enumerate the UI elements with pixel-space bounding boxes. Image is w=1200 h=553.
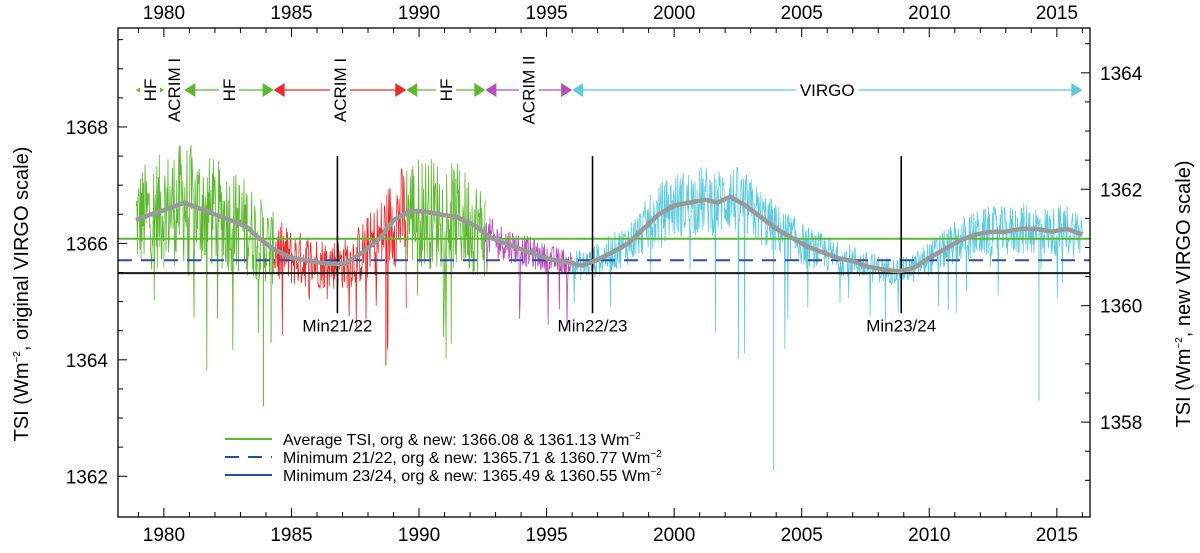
instrument-arrow-end-2: [262, 83, 274, 97]
legend-label-min2122-text: Minimum 21/22, org & new: 1365.71 & 1360…: [283, 450, 650, 467]
instrument-label-0: HF: [141, 79, 160, 102]
daily-tsi-series: [135, 145, 1083, 471]
instrument-label-bg-4: [435, 79, 456, 101]
y-axis-label-left: TSI (Wm−2, original VIRGO scale): [11, 147, 33, 442]
legend-label-min2324-text: Minimum 23/24, org & new: 1365.49 & 1360…: [283, 468, 650, 485]
y-tick-label-right-2: 1362: [1100, 180, 1142, 201]
daily-series-3: [273, 168, 407, 350]
y-axis-label-left-sup: −2: [12, 351, 23, 363]
instrument-label-bg-1: [164, 56, 185, 124]
instrument-arrow-start-4: [406, 83, 418, 97]
legend-label-min2122-sup: −2: [650, 449, 662, 460]
y-axis-label-right-sup: −2: [1174, 337, 1185, 349]
daily-series-1: [163, 145, 185, 268]
axes: 1980 1980 1985 1985 1990 1990 1995 1995 2000 2000…: [66, 3, 1143, 546]
x-tick-label-top-1: 1985: [270, 3, 312, 24]
instrument-arrow-start-6: [572, 83, 584, 97]
y-tick-label-right-3: 1364: [1100, 64, 1143, 85]
x-tick-label-bottom-2: 1990: [398, 525, 440, 546]
x-tick-label-top-4: 2000: [653, 3, 695, 24]
y-tick-label-right-1: 1360: [1100, 297, 1142, 318]
y-axis-label-right-main: TSI (Wm: [1173, 349, 1195, 428]
daily-series-6: [571, 166, 1083, 360]
instrument-label-bg-5: [518, 52, 539, 128]
legend-label-min2324-sup: −2: [650, 467, 662, 478]
instrument-label-1: ACRIM I: [165, 58, 184, 122]
minimum-label-2: Min23/24: [866, 316, 936, 335]
x-tick-label-top-7: 2015: [1036, 3, 1078, 24]
x-tick-label-top-3: 1995: [525, 3, 567, 24]
minimum-label-0: Min21/22: [302, 316, 372, 335]
x-tick-label-bottom-7: 2015: [1036, 525, 1078, 546]
instrument-periods: HF ACRIM I HF ACRIM I HF ACRIM II VIRGO: [135, 52, 1083, 128]
instrument-label-4: HF: [437, 79, 456, 102]
legend: Average TSI, org & new: 1366.08 & 1361.1…: [225, 431, 662, 485]
y-axis-label-left-main: TSI (Wm: [11, 363, 33, 442]
instrument-label-bg-3: [329, 56, 350, 124]
minimum-label-1: Min22/23: [558, 316, 628, 335]
y-tick-label-left-3: 1368: [66, 118, 108, 139]
x-tick-label-bottom-1: 1985: [270, 525, 312, 546]
y-tick-label-right-0: 1358: [1100, 413, 1142, 434]
x-tick-label-top-5: 2005: [781, 3, 823, 24]
instrument-arrow-end-5: [561, 83, 573, 97]
instrument-label-bg-6: [795, 79, 859, 101]
instrument-arrow-end-3: [395, 83, 407, 97]
daily-series-0: [135, 154, 165, 301]
daily-series-2: [183, 145, 274, 371]
instrument-arrow-start-5: [485, 83, 497, 97]
x-tick-label-top-0: 1980: [143, 3, 185, 24]
smoothed-curve: [135, 194, 1084, 274]
instrument-arrow-start-2: [184, 83, 196, 97]
instrument-label-bg-2: [218, 79, 239, 101]
solar-minima-markers: Min21/22 Min22/23 Min23/24: [302, 156, 936, 335]
daily-series-4: [405, 159, 486, 359]
instrument-label-3: ACRIM I: [331, 58, 350, 122]
instrument-label-bg-0: [139, 79, 160, 101]
x-tick-label-bottom-0: 1980: [143, 525, 185, 546]
x-tick-label-bottom-6: 2010: [908, 525, 950, 546]
y-axis-label-left-rest: , original VIRGO scale): [11, 147, 33, 352]
y-tick-label-left-2: 1366: [66, 234, 108, 255]
instrument-label-6: VIRGO: [800, 81, 855, 100]
x-tick-label-bottom-4: 2000: [653, 525, 695, 546]
instrument-arrow-end-6: [1071, 83, 1083, 97]
instrument-arrow-start-3: [273, 83, 285, 97]
y-axis-label-right: TSI (Wm−2, new VIRGO scale): [1173, 161, 1195, 428]
x-tick-label-bottom-5: 2005: [781, 525, 823, 546]
instrument-arrow-end-4: [474, 83, 486, 97]
legend-label-average-sup: −2: [629, 431, 641, 442]
daily-series-5: [485, 217, 573, 331]
legend-label-min2324: Minimum 23/24, org & new: 1365.49 & 1360…: [283, 467, 662, 485]
legend-label-average-text: Average TSI, org & new: 1366.08 & 1361.1…: [283, 432, 629, 449]
x-tick-label-bottom-3: 1995: [525, 525, 567, 546]
instrument-label-2: HF: [220, 79, 239, 102]
instrument-label-5: ACRIM II: [520, 56, 539, 125]
legend-label-average: Average TSI, org & new: 1366.08 & 1361.1…: [283, 431, 641, 449]
x-tick-label-top-6: 2010: [908, 3, 950, 24]
y-tick-label-left-0: 1362: [66, 467, 108, 488]
y-tick-label-left-1: 1364: [66, 351, 109, 372]
smoothed-tsi-series: [135, 194, 1084, 274]
x-tick-label-top-2: 1990: [398, 3, 440, 24]
legend-label-min2122: Minimum 21/22, org & new: 1365.71 & 1360…: [283, 449, 662, 467]
y-axis-label-right-rest: , new VIRGO scale): [1173, 161, 1195, 338]
